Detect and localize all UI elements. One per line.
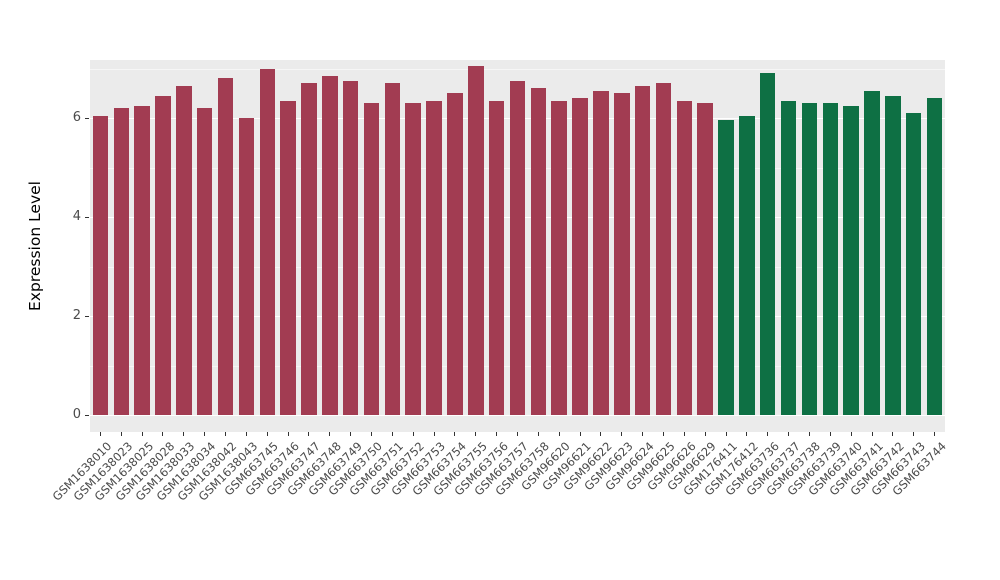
x-tick xyxy=(808,432,810,436)
x-tick xyxy=(892,432,894,436)
bar xyxy=(759,73,776,415)
bar xyxy=(342,80,359,415)
bar xyxy=(447,93,463,415)
x-tick xyxy=(433,432,435,436)
x-tick xyxy=(746,432,748,436)
bar xyxy=(885,95,901,415)
x-tick xyxy=(621,432,623,436)
bar xyxy=(509,80,526,415)
x-tick xyxy=(183,432,185,436)
bar xyxy=(655,83,672,415)
bar xyxy=(468,66,484,415)
gridline-major xyxy=(90,415,945,416)
x-tick xyxy=(120,432,122,436)
y-axis-title: Expression Level xyxy=(26,181,44,311)
bar xyxy=(155,95,171,415)
y-tick xyxy=(85,216,89,218)
plot-panel xyxy=(90,60,945,432)
bar xyxy=(926,98,943,415)
x-tick xyxy=(329,432,331,436)
y-tick-label: 4 xyxy=(72,209,81,224)
x-tick xyxy=(683,432,685,436)
x-tick xyxy=(517,432,518,436)
bar xyxy=(405,103,421,415)
x-tick xyxy=(788,432,790,436)
y-tick xyxy=(85,414,89,416)
bar xyxy=(217,78,234,415)
bar xyxy=(697,103,713,415)
x-tick xyxy=(412,432,414,436)
x-tick xyxy=(871,432,873,436)
bar xyxy=(113,108,130,415)
bar xyxy=(134,105,150,415)
x-tick xyxy=(725,432,727,436)
x-tick xyxy=(204,432,206,436)
x-tick xyxy=(913,432,915,436)
x-tick xyxy=(287,432,289,436)
bar xyxy=(322,75,338,415)
bar xyxy=(176,85,192,415)
bar xyxy=(572,98,588,415)
x-tick xyxy=(642,432,644,436)
x-tick xyxy=(308,432,310,436)
bar xyxy=(822,103,839,415)
x-tick xyxy=(600,432,602,436)
bar xyxy=(363,103,380,415)
x-tick xyxy=(662,432,664,436)
x-tick xyxy=(162,432,164,436)
bar xyxy=(614,93,630,415)
y-tick-label: 0 xyxy=(72,407,81,422)
bar xyxy=(634,85,651,415)
x-tick xyxy=(496,432,498,436)
x-tick xyxy=(266,432,268,436)
y-tick-label: 2 xyxy=(72,308,81,323)
x-tick xyxy=(245,432,247,436)
x-tick xyxy=(391,432,393,436)
bar xyxy=(864,90,880,415)
bar xyxy=(196,108,213,415)
x-tick xyxy=(141,432,143,436)
bar xyxy=(905,113,922,415)
x-tick xyxy=(704,432,706,436)
bar xyxy=(301,83,317,415)
y-tick-label: 6 xyxy=(72,110,81,125)
bar xyxy=(426,100,442,415)
bar xyxy=(843,105,859,415)
x-tick xyxy=(371,432,373,436)
x-tick xyxy=(829,432,831,436)
bar xyxy=(551,100,567,415)
y-tick xyxy=(85,117,89,119)
bar xyxy=(384,83,401,415)
bar xyxy=(801,103,818,415)
bar xyxy=(488,100,505,415)
bar xyxy=(530,88,547,415)
x-tick xyxy=(99,432,101,436)
bar xyxy=(92,115,109,415)
y-tick xyxy=(85,315,89,317)
x-tick xyxy=(475,432,477,436)
bar xyxy=(718,120,734,415)
bar xyxy=(739,115,755,415)
bar xyxy=(780,100,797,415)
x-tick xyxy=(225,432,227,436)
x-tick xyxy=(537,432,539,436)
x-tick xyxy=(850,432,852,436)
x-tick xyxy=(934,432,936,436)
bar xyxy=(259,68,275,415)
bar xyxy=(280,100,296,415)
bar xyxy=(676,100,693,415)
bar xyxy=(593,90,609,415)
x-tick xyxy=(558,432,560,436)
x-tick xyxy=(579,432,581,436)
x-tick xyxy=(350,432,352,436)
x-tick xyxy=(454,432,456,436)
bar xyxy=(238,118,255,415)
gridline-minor xyxy=(90,68,945,70)
x-tick xyxy=(767,432,769,436)
